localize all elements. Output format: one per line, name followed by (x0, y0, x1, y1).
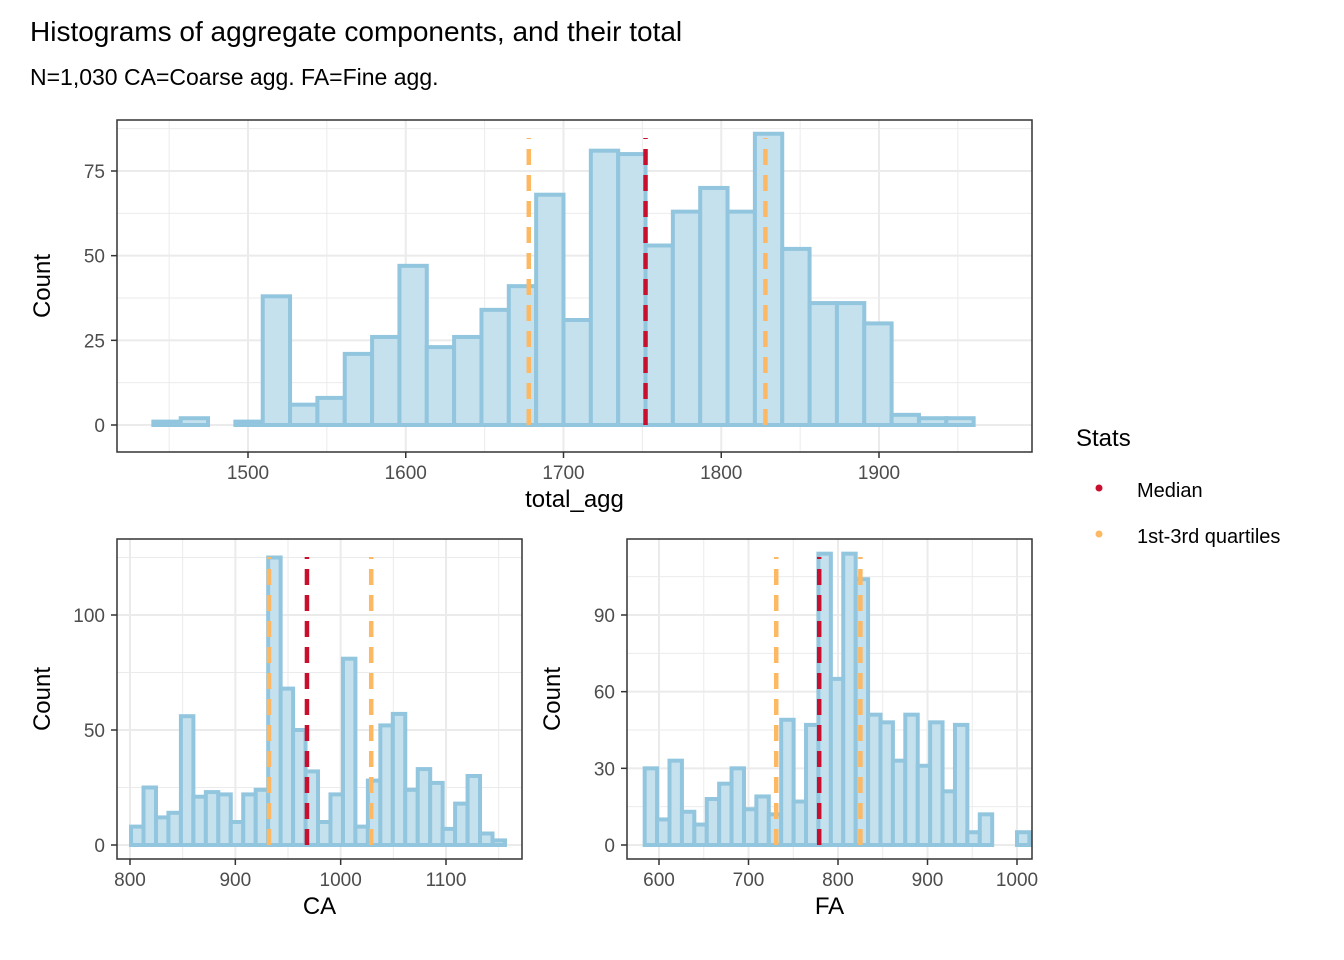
y-tick-label: 0 (94, 836, 105, 857)
panel-ca: 800 900 1000 1100 0 50 100 CA Count (29, 538, 523, 920)
legend-item-quartiles: 1st-3rd quartiles (1095, 526, 1280, 548)
plot-border (116, 538, 523, 860)
histogram-bar (370, 334, 402, 427)
histogram-bar (151, 419, 183, 428)
plot-border (626, 538, 1033, 860)
histogram-bar (977, 812, 995, 847)
histogram-bar (452, 334, 484, 427)
histogram-bar (342, 351, 375, 428)
x-tick-label: 1000 (996, 870, 1038, 891)
histogram-bar (561, 318, 593, 427)
y-tick-label: 50 (84, 721, 105, 742)
histogram-bar (916, 416, 949, 427)
panel-fa: 600 700 800 900 1000 0 30 60 90 FA Count (539, 538, 1038, 920)
y-tick-label: 25 (84, 331, 105, 352)
legend-key-quartiles (1095, 530, 1103, 538)
x-axis-title: FA (815, 893, 844, 920)
y-axis-title: Count (539, 667, 566, 731)
histogram-bar (479, 307, 511, 427)
histogram-bar (698, 185, 730, 427)
chart-subtitle: N=1,030 CA=Coarse agg. FA=Fine agg. (30, 64, 439, 90)
histogram-bar (397, 263, 429, 427)
histogram-bar (506, 284, 539, 427)
histogram-bar (834, 301, 867, 427)
histogram-bar (667, 758, 684, 848)
histogram-bar (670, 209, 703, 427)
x-tick-label: 700 (733, 870, 765, 891)
y-tick-label: 100 (73, 606, 105, 627)
x-tick-label: 1100 (426, 870, 467, 891)
histogram-bar (288, 402, 320, 427)
legend: Stats Median 1st-3rd quartiles (1076, 425, 1280, 548)
histogram-bar (588, 148, 621, 427)
histogram-bar (260, 294, 293, 427)
histogram-bar (952, 722, 970, 848)
y-tick-label: 90 (594, 606, 615, 627)
x-tick-label: 900 (912, 870, 944, 891)
legend-label-median: Median (1137, 480, 1203, 502)
histogram-bar (780, 246, 812, 427)
histogram-bar (424, 345, 457, 427)
histogram-bar (216, 792, 233, 848)
histogram-bar (779, 717, 796, 847)
x-axis-title: total_agg (525, 486, 624, 513)
x-tick-label: 600 (643, 870, 675, 891)
x-tick-label: 1700 (542, 463, 584, 484)
histogram-bar (490, 838, 507, 848)
histogram-bar (729, 766, 746, 847)
histogram-bar (725, 209, 757, 427)
histogram-bar (616, 152, 648, 427)
y-axis-title: Count (29, 254, 56, 318)
y-tick-label: 60 (594, 683, 615, 704)
histogram-bar (752, 131, 785, 427)
histogram-bar (928, 720, 945, 847)
x-tick-label: 800 (114, 870, 146, 891)
histogram-bar (807, 301, 839, 427)
x-tick-label: 1900 (858, 463, 900, 484)
y-tick-label: 75 (84, 162, 105, 183)
histogram-bars (129, 555, 507, 848)
histogram-bar (390, 711, 408, 848)
y-tick-label: 50 (84, 247, 105, 268)
y-tick-label: 0 (604, 836, 615, 857)
histogram-bar (889, 412, 921, 427)
histogram-bar (428, 780, 445, 848)
x-tick-label: 1600 (385, 463, 427, 484)
x-tick-label: 900 (219, 870, 251, 891)
x-tick-label: 1000 (320, 870, 362, 891)
x-tick-label: 1500 (227, 463, 269, 484)
histogram-bar (1015, 830, 1032, 848)
legend-title: Stats (1076, 425, 1131, 452)
panel-total-agg: 1500 1600 1700 1800 1900 0 25 50 75 total_agg Coun… (29, 119, 1033, 513)
legend-item-median: Median (1095, 480, 1203, 502)
x-axis-title: CA (303, 893, 336, 920)
histogram-bar (340, 656, 358, 848)
histogram-bars (642, 551, 1032, 848)
histogram-bar (534, 192, 566, 427)
histogram-bar (178, 416, 211, 427)
histogram-bar (315, 395, 347, 428)
histogram-bar (465, 774, 483, 847)
histogram-bars (151, 131, 976, 428)
histogram-bar (178, 714, 196, 848)
plot-border (116, 119, 1033, 453)
histogram-bar (642, 766, 660, 847)
chart-title: Histograms of aggregate components, and … (30, 16, 682, 47)
y-tick-label: 0 (94, 416, 105, 437)
y-axis-title: Count (29, 667, 56, 731)
histogram-bar (233, 419, 265, 428)
legend-label-quartiles: 1st-3rd quartiles (1137, 526, 1280, 548)
histogram-bar (944, 416, 976, 427)
x-tick-label: 1800 (700, 463, 742, 484)
histogram-bar (862, 321, 894, 427)
histogram-bar (643, 243, 675, 427)
y-tick-label: 30 (594, 759, 615, 780)
x-tick-label: 800 (822, 870, 854, 891)
legend-key-median (1095, 484, 1103, 492)
